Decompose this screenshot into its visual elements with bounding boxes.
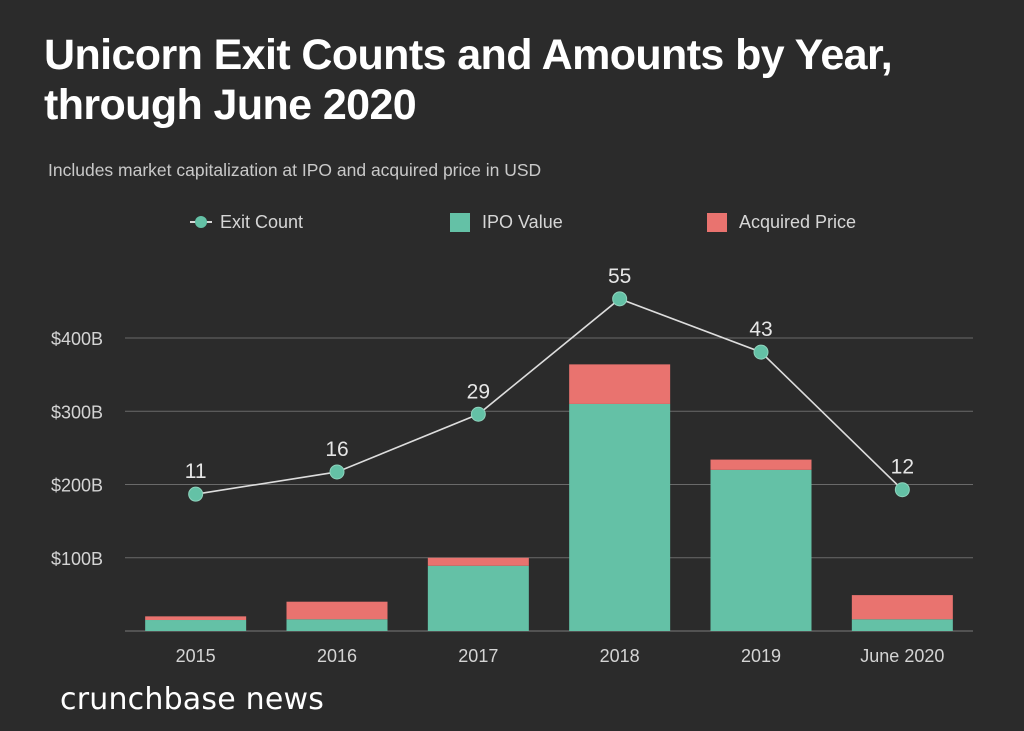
bar-acquired-price <box>710 459 812 470</box>
exit-count-label: 12 <box>891 456 914 479</box>
chart-subtitle: Includes market capitalization at IPO an… <box>48 160 542 180</box>
y-tick-label: $400B <box>51 329 103 349</box>
legend-label: Exit Count <box>220 211 304 232</box>
legend-label: IPO Value <box>482 211 563 232</box>
legend-item-exit-count: Exit Count <box>190 210 303 234</box>
exit-count-line <box>195 297 903 495</box>
y-tick-label: $100B <box>51 549 103 569</box>
chart-legend: Exit Count IPO Value Acquired Price <box>0 210 1024 234</box>
exit-count-point <box>753 344 769 360</box>
x-tick-label: 2017 <box>458 646 498 666</box>
bar-acquired-price <box>286 601 388 620</box>
chart-title-line-1: Unicorn Exit Counts and Amounts by Year, <box>44 31 893 79</box>
bar-ipo-value <box>286 619 388 631</box>
x-tick-label: 2016 <box>317 646 357 666</box>
x-tick-label: 2015 <box>176 646 216 666</box>
bar-acquired-price <box>145 616 247 621</box>
x-tick-label: 2019 <box>741 646 781 666</box>
exit-count-point <box>612 291 628 307</box>
bar-acquired-price <box>851 595 953 620</box>
legend-label: Acquired Price <box>739 211 857 232</box>
bar-ipo-value <box>851 619 953 631</box>
exit-count-label: 16 <box>325 438 348 461</box>
x-tick-label: 2018 <box>600 646 640 666</box>
exit-count-label: 43 <box>749 318 772 341</box>
bar-ipo-value <box>427 565 529 631</box>
line-marker-icon <box>190 211 212 233</box>
y-tick-label: $300B <box>51 402 103 422</box>
legend-item-ipo-value: IPO Value <box>450 210 563 234</box>
exit-count-label: 55 <box>608 265 631 288</box>
crunchbase-news-logo: crunchbase news <box>60 682 325 717</box>
exit-count-label: 29 <box>467 380 490 403</box>
bar-acquired-price <box>569 364 671 404</box>
chart-title: Unicorn Exit Counts and Amounts by Year,… <box>44 30 893 130</box>
exit-count-point <box>894 482 910 498</box>
legend-item-acquired-price: Acquired Price <box>707 210 856 234</box>
ipo-swatch-icon <box>450 212 470 232</box>
y-tick-label: $200B <box>51 476 103 496</box>
bar-ipo-value <box>569 403 671 631</box>
exit-count-point <box>329 464 345 480</box>
x-tick-label: June 2020 <box>860 646 944 666</box>
exit-count-point <box>470 406 486 422</box>
chart-title-line-2: through June 2020 <box>44 81 417 129</box>
bar-acquired-price <box>427 557 529 566</box>
bar-ipo-value <box>710 469 812 631</box>
exit-count-point <box>188 486 204 502</box>
acquired-swatch-icon <box>707 212 727 232</box>
exit-count-label: 11 <box>185 460 207 483</box>
bar-ipo-value <box>145 620 247 631</box>
